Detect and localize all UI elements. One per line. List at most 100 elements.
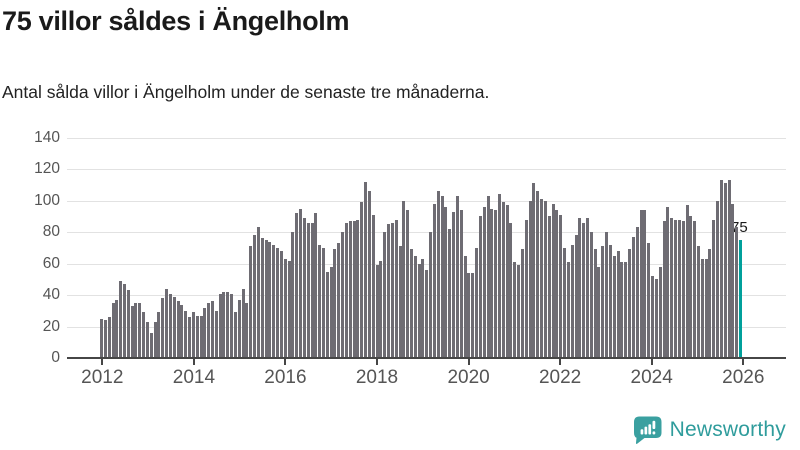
bar	[398, 246, 402, 358]
bar	[432, 204, 436, 358]
bar	[517, 265, 521, 358]
bar	[528, 201, 532, 358]
bar	[540, 199, 543, 358]
bar	[321, 248, 325, 358]
highlighted-bar	[739, 240, 742, 358]
bar	[566, 262, 570, 358]
bar	[283, 259, 287, 358]
bar	[551, 204, 555, 358]
bar	[482, 207, 486, 358]
bar	[417, 264, 421, 358]
bar	[704, 259, 708, 358]
chart-subtitle: Antal sålda villor i Ängelholm under de …	[2, 82, 490, 102]
bar	[318, 245, 322, 358]
x-axis-tick	[284, 359, 287, 365]
bar	[172, 297, 176, 358]
bar	[272, 245, 276, 358]
bar	[429, 232, 433, 358]
bar	[337, 243, 341, 358]
bar	[494, 210, 498, 358]
bar	[727, 180, 731, 358]
bar	[631, 237, 635, 358]
bar	[520, 249, 524, 358]
y-axis-tick-label: 80	[42, 223, 60, 240]
bar	[467, 273, 471, 358]
bar	[341, 232, 345, 358]
bar	[180, 305, 184, 358]
bar	[578, 218, 582, 358]
bar	[593, 249, 597, 358]
x-axis-tick	[650, 359, 653, 365]
bar	[723, 183, 727, 358]
bar	[260, 238, 264, 358]
gridline-y100	[67, 201, 786, 202]
bar	[700, 259, 704, 358]
bar	[448, 229, 452, 358]
bar	[253, 235, 257, 358]
bar	[360, 202, 364, 358]
bar	[107, 317, 111, 358]
bar	[149, 333, 153, 358]
bar	[559, 215, 563, 358]
bar	[157, 312, 161, 358]
bar	[142, 312, 146, 358]
bar	[509, 223, 513, 358]
y-axis-tick-label: 120	[34, 160, 60, 177]
bar	[153, 322, 157, 358]
bar	[586, 218, 589, 358]
bar	[188, 317, 191, 358]
bar	[513, 262, 517, 358]
bar	[268, 242, 272, 358]
y-axis-tick-label: 0	[51, 349, 60, 366]
bar	[207, 303, 211, 358]
bar	[654, 279, 658, 358]
x-axis-line	[67, 357, 786, 359]
bar	[325, 272, 329, 358]
bar	[693, 221, 697, 358]
page-title: 75 villor såldes i Ängelholm	[2, 6, 350, 36]
bar	[478, 216, 482, 358]
bar	[390, 223, 394, 358]
bar	[685, 205, 689, 358]
x-axis-tick-label: 2016	[264, 367, 307, 388]
y-axis-tick-label: 60	[42, 255, 60, 272]
bar	[329, 267, 333, 358]
bar	[696, 246, 700, 358]
bar	[123, 284, 126, 358]
bar	[233, 312, 237, 358]
x-axis-tick	[559, 359, 562, 365]
bar	[716, 201, 720, 358]
x-axis-tick	[376, 359, 378, 365]
x-axis-tick-label: 2022	[538, 367, 582, 388]
bar	[310, 223, 314, 358]
bar	[314, 213, 318, 358]
bar	[237, 300, 241, 358]
bar	[677, 220, 681, 358]
branding[interactable]: Newsworthy	[633, 414, 786, 446]
bar	[375, 265, 379, 358]
bar	[356, 220, 360, 358]
bar	[295, 213, 299, 358]
bar	[249, 246, 253, 358]
bar	[536, 191, 540, 358]
bar	[145, 322, 149, 358]
bar	[505, 205, 509, 358]
bar	[299, 209, 302, 358]
bar	[371, 215, 375, 358]
bar	[574, 235, 578, 358]
bar	[352, 221, 356, 358]
bar	[161, 298, 165, 358]
bar	[230, 294, 234, 358]
bar	[719, 180, 723, 358]
bar	[570, 245, 574, 358]
bar	[256, 227, 260, 358]
bar	[115, 300, 119, 358]
bar	[651, 276, 654, 358]
bar	[452, 212, 455, 358]
bar	[463, 256, 467, 358]
bar	[103, 320, 107, 358]
gridline-y140	[67, 138, 786, 139]
bar	[459, 210, 463, 358]
bar	[191, 312, 195, 358]
bar	[402, 201, 406, 358]
